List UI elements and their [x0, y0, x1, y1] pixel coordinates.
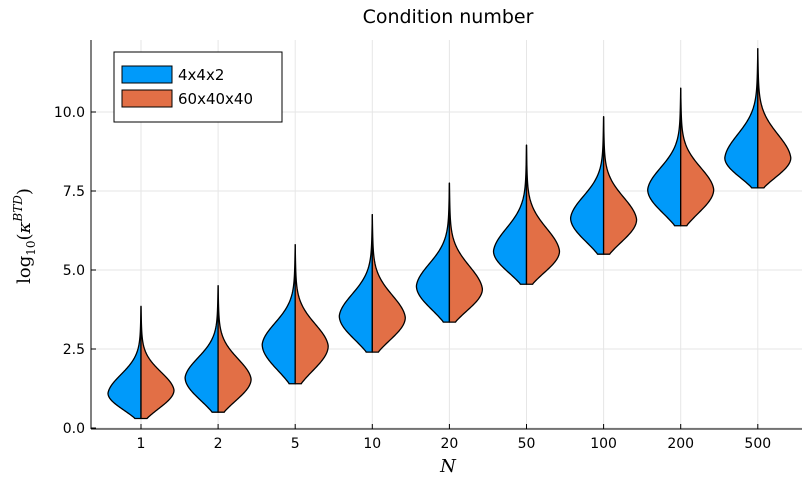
legend-swatch — [121, 89, 173, 108]
violin-half-right — [217, 285, 252, 413]
violin-half-left — [261, 244, 296, 385]
violin-half-left — [647, 87, 682, 227]
y-tick-label: 10.0 — [54, 105, 85, 121]
x-tick-label: 100 — [590, 436, 617, 452]
ticks: 0.0 2.5 5.0 7.5 10.0 1 2 5 10 20 50 100 200 500 — [54, 105, 771, 452]
violin-half-left — [569, 116, 605, 255]
legend-swatch — [121, 65, 173, 84]
violin-half-left — [338, 214, 373, 353]
violin-half-right — [680, 87, 715, 227]
x-tick-label: 50 — [518, 436, 536, 452]
x-tick-label: 2 — [214, 436, 223, 452]
legend-label: 4x4x2 — [178, 66, 224, 84]
violin-half-right — [140, 305, 175, 420]
x-tick-label: 20 — [440, 436, 458, 452]
violin-half-right — [371, 214, 406, 353]
legend: 4x4x2 60x40x40 — [113, 51, 283, 123]
axes — [90, 40, 802, 430]
y-tick-label: 7.5 — [63, 184, 85, 200]
violin-half-left — [492, 144, 528, 285]
y-tick-label: 0.0 — [63, 421, 85, 437]
y-axis-label: log10(κBTD) — [11, 188, 38, 284]
violin-half-right — [448, 182, 484, 323]
violin-half-left — [724, 48, 759, 189]
x-tick-label: 200 — [667, 436, 694, 452]
violin-half-right — [602, 116, 638, 255]
violin-half-right — [525, 144, 561, 285]
x-tick-label: 500 — [744, 436, 771, 452]
violin-half-right — [294, 244, 329, 385]
violin-half-left — [107, 305, 142, 420]
legend-label: 60x40x40 — [178, 90, 253, 108]
violins — [107, 48, 792, 420]
legend-box — [113, 51, 283, 123]
x-tick-label: 10 — [363, 436, 381, 452]
chart-title: Condition number — [363, 6, 534, 28]
x-tick-label: 5 — [291, 436, 300, 452]
violin-half-left — [415, 182, 451, 323]
x-tick-label: 1 — [137, 436, 146, 452]
x-axis-label: N — [439, 456, 457, 477]
violin-half-right — [757, 48, 792, 189]
y-tick-label: 5.0 — [63, 263, 85, 279]
y-tick-label: 2.5 — [63, 342, 85, 358]
